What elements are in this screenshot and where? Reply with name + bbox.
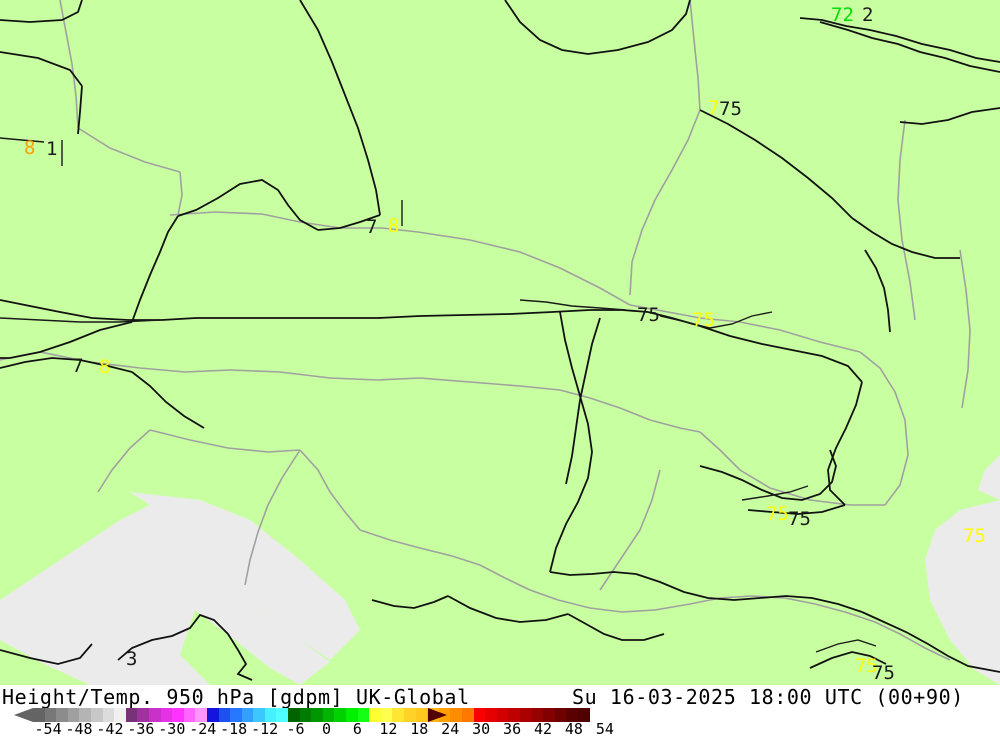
- height-contours: [0, 137, 877, 653]
- colorbar-cell-9: [137, 708, 149, 722]
- colorbar-cell-24: [311, 708, 323, 722]
- colorbar-cell-1: [44, 708, 57, 722]
- chart-title: Height/Temp. 950 hPa [gdpm] UK-Global: [2, 685, 470, 709]
- colorbar-cell-47: [577, 708, 590, 722]
- map-canvas[interactable]: 72 2 7 75 8 1 7 8 7 8 75 75 75 75 75 3 75 75: [0, 0, 1000, 685]
- colorbar-cell-20: [264, 708, 277, 722]
- colorbar-tick-labels: -54 -48 -42 -36 -30 -24 -18 -12 -6 0 6 12 18 24 30 36 42…: [0, 720, 614, 740]
- colorbar-underflow-arrow-icon: [14, 708, 33, 722]
- map-graphics: [0, 0, 1000, 685]
- colorbar-cell-13: [183, 708, 196, 722]
- colorbar-cell-44: [543, 708, 555, 722]
- colorbar-cell-14: [195, 708, 207, 722]
- contour-label-75-mid: 75: [637, 304, 660, 326]
- temp-label-75-mid: 75: [692, 309, 715, 331]
- colorbar-cell-26: [334, 708, 347, 722]
- sea-areas: [0, 455, 1000, 685]
- colorbar-cell-11: [160, 708, 173, 722]
- contour-label-75-bottom: 75: [872, 662, 895, 684]
- colorbar-cell-18: [241, 708, 254, 722]
- footer-panel: Height/Temp. 950 hPa [gdpm] UK-Global Su…: [0, 685, 1000, 738]
- colorbar-cell-3: [67, 708, 80, 722]
- colorbar-cell-10: [148, 708, 161, 722]
- colorbar-cell-2: [56, 708, 68, 722]
- temp-label-72: 72: [831, 4, 854, 26]
- colorbar-cell-12: [172, 708, 184, 722]
- temp-label-75-right: 75: [766, 503, 789, 525]
- temp-label-8-mid: 8: [388, 215, 400, 237]
- contour-label-1: 1: [46, 138, 58, 160]
- colorbar-cell-33: [415, 708, 428, 722]
- colorbar-tick-54: 54: [595, 720, 614, 738]
- temp-label-8-left2: 8: [99, 356, 111, 378]
- colorbar-cell-15: [206, 708, 219, 722]
- colorbar-cell-46: [566, 708, 578, 722]
- colorbar-cell-5: [90, 708, 103, 722]
- temp-label-75-bottom: 75: [855, 655, 878, 677]
- colorbar-cell-16: [218, 708, 231, 722]
- colorbar-overflow-arrow-icon: [428, 708, 447, 722]
- colorbar-cell-6: [102, 708, 115, 722]
- colorbar-cell-17: [230, 708, 242, 722]
- colorbar: -54 -48 -42 -36 -30 -24 -18 -12 -6 0 6 12 18 24 30 36 42…: [0, 708, 614, 738]
- colorbar-cell-40: [496, 708, 509, 722]
- colorbar-cell-28: [357, 708, 370, 722]
- contour-label-2: 2: [862, 4, 874, 26]
- colorbar-cell-23: [299, 708, 312, 722]
- contour-label-75-right: 75: [788, 508, 811, 530]
- colorbar-cell-32: [404, 708, 416, 722]
- colorbar-cell-29: [369, 708, 381, 722]
- colorbar-cell-4: [79, 708, 91, 722]
- colorbar-cell-39: [485, 708, 497, 722]
- colorbar-cell-19: [253, 708, 265, 722]
- colorbar-tick-6: 6: [352, 720, 362, 738]
- temp-label-8-left: 8: [24, 137, 36, 159]
- valid-time-stamp: Su 16-03-2025 18:00 UTC (00+90): [572, 685, 964, 709]
- colorbar-cell-37: [461, 708, 474, 722]
- coastlines: [0, 0, 1000, 681]
- colorbar-cell-38: [473, 708, 486, 722]
- colorbar-cell-41: [508, 708, 520, 722]
- colorbar-cell-8: [125, 708, 138, 722]
- colorbar-cell-7: [114, 708, 126, 722]
- colorbar-cell-45: [554, 708, 567, 722]
- colorbar-cell-25: [322, 708, 335, 722]
- colorbar-cell-22: [288, 708, 300, 722]
- colorbar-cell-21: [276, 708, 289, 722]
- temp-label-75-edge: 75: [963, 525, 986, 547]
- contour-label-75-top: 75: [719, 98, 742, 120]
- temp-label-7: 7: [708, 97, 720, 119]
- contour-label-7-mid: 7: [366, 216, 378, 238]
- colorbar-cell-27: [346, 708, 358, 722]
- country-borders: [0, 0, 971, 661]
- colorbar-cell-31: [392, 708, 404, 722]
- contour-label-3: 3: [126, 648, 138, 670]
- colorbar-cell-36: [450, 708, 462, 722]
- colorbar-cell-30: [380, 708, 393, 722]
- colorbar-tick-0: 0: [321, 720, 331, 738]
- colorbar-cell-42: [519, 708, 532, 722]
- colorbar-cell-43: [531, 708, 544, 722]
- contour-label-7-left: 7: [72, 355, 84, 377]
- colorbar-cell-0: [33, 708, 45, 722]
